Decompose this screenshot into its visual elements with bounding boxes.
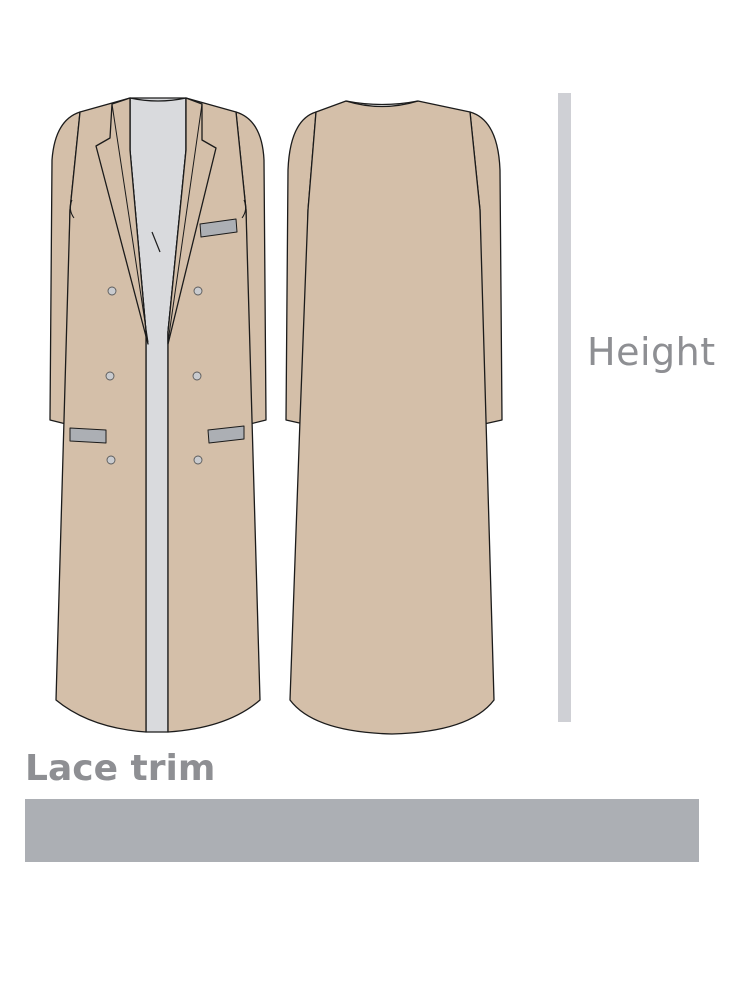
left-elbow-mark	[69, 199, 75, 219]
left-lower-pocket	[69, 427, 107, 444]
right-sleeve	[235, 111, 267, 425]
left-lapel-fold	[111, 103, 149, 343]
right-lapel-fold	[167, 103, 203, 343]
button	[105, 371, 115, 381]
height-measure-bar	[558, 93, 571, 722]
left-sleeve	[49, 111, 81, 425]
height-label: Height	[587, 330, 716, 374]
right-elbow-mark	[241, 199, 247, 219]
lace-trim-label: Lace trim	[25, 748, 216, 789]
button	[192, 371, 202, 381]
right-lower-pocket	[207, 425, 245, 444]
lace-trim-swatch	[25, 799, 699, 862]
front-buttons	[105, 286, 203, 465]
coat-front-view	[49, 97, 267, 733]
button	[106, 455, 116, 465]
back-left-sleeve	[285, 111, 317, 425]
right-lapel	[167, 97, 217, 345]
right-front-panel	[167, 97, 261, 733]
back-body	[289, 100, 495, 735]
lining-dart	[151, 231, 161, 253]
collar-band	[129, 97, 187, 102]
button	[193, 286, 203, 296]
left-front-panel	[55, 97, 147, 733]
back-collar	[345, 100, 419, 106]
button	[193, 455, 203, 465]
button	[107, 286, 117, 296]
chest-pocket	[199, 218, 238, 238]
coat-back-view	[285, 100, 503, 735]
left-lapel	[95, 97, 149, 345]
